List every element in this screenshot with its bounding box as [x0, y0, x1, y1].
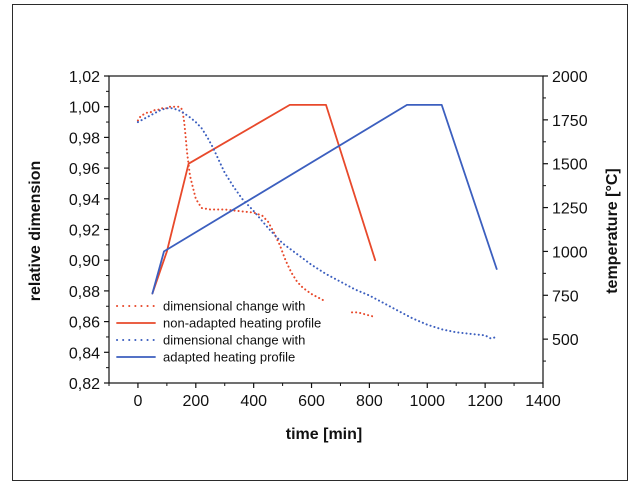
left-tick-label: 1,00: [69, 100, 100, 117]
x-tick-label: 200: [182, 393, 209, 410]
left-axis-title: relative dimension: [27, 161, 44, 302]
series-line-3: [136, 107, 498, 340]
left-tick-label: 1,02: [69, 69, 100, 86]
right-tick-label: 1000: [552, 244, 588, 261]
right-axis-title: temperature [°C]: [604, 168, 621, 294]
left-tick-label: 0,94: [69, 192, 100, 209]
right-tick-label: 1500: [552, 157, 588, 174]
left-tick-label: 0,90: [69, 253, 100, 270]
left-tick-label: 0,84: [69, 345, 100, 362]
x-tick-label: 0: [133, 393, 142, 410]
right-tick-label: 1750: [552, 113, 588, 130]
legend-label-3: adapted heating profile: [163, 350, 295, 365]
right-tick-label: 1250: [552, 201, 588, 218]
left-tick-label: 0,96: [69, 161, 100, 178]
x-tick-label: 1000: [409, 393, 445, 410]
x-tick-label: 1400: [525, 393, 561, 410]
series-line-2: [151, 104, 377, 295]
x-axis-title: time [min]: [286, 426, 362, 443]
series-line-1: [351, 311, 377, 318]
x-tick-label: 1200: [467, 393, 503, 410]
x-tick-label: 800: [356, 393, 383, 410]
right-tick-label: 750: [552, 288, 579, 305]
x-tick-label: 600: [298, 393, 325, 410]
figure-frame: [12, 4, 628, 481]
right-tick-label: 2000: [552, 69, 588, 86]
right-tick-label: 500: [552, 332, 579, 349]
legend-label-1: non-adapted heating profile: [163, 316, 321, 331]
legend-label-2: dimensional change with: [163, 333, 305, 348]
left-tick-label: 0,98: [69, 130, 100, 147]
series-line-0: [136, 105, 327, 303]
left-tick-label: 0,88: [69, 284, 100, 301]
left-tick-label: 0,86: [69, 315, 100, 332]
legend-label-0: dimensional change with: [163, 299, 305, 314]
plot-area: 0 200 400 600 800 1000 1200 1400 0,82 0,84 0,86 0,8…: [69, 69, 588, 410]
left-tick-label: 0,82: [69, 376, 100, 393]
left-tick-label: 0,92: [69, 223, 100, 240]
series-line-4: [151, 104, 498, 295]
x-tick-label: 400: [240, 393, 267, 410]
